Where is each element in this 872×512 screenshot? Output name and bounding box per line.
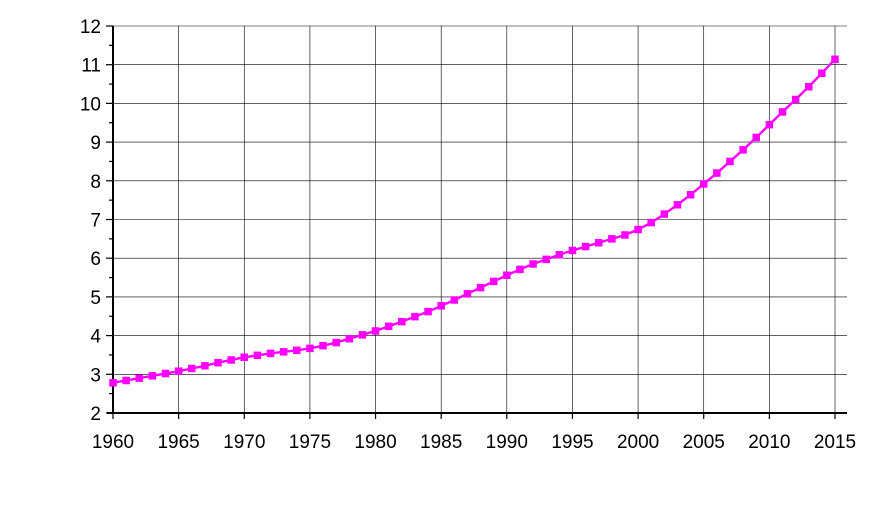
data-point-2013 [805,83,813,91]
y-tick-labels: 2 3 4 5 6 7 8 9 10 11 12 [80,17,102,425]
x-tick-label: 1965 [157,432,199,453]
data-point-1968 [214,358,222,367]
x-tick-label: 1995 [551,432,593,453]
data-point-1994 [555,250,564,259]
data-point-1978 [345,334,354,343]
data-point-1992 [529,260,537,268]
data-point-1988 [476,283,485,292]
x-tick-label: 2000 [617,432,659,453]
data-point-2014 [818,69,826,77]
data-point-1997 [594,238,603,247]
y-tick-label: 9 [90,133,101,154]
data-point-1985 [437,302,445,310]
series-group [109,55,839,387]
data-point-1961 [122,376,130,385]
data-point-1975 [306,344,314,353]
data-point-1977 [332,338,340,347]
data-point-1990 [503,271,511,279]
x-tick-label: 2005 [683,432,725,453]
data-point-2001 [647,218,655,227]
x-tick-labels: 1960 1965 1970 1975 1980 1985 1990 1995 2000 2005… [92,432,856,453]
data-point-2003 [673,201,682,209]
data-point-1989 [489,277,498,286]
data-point-2009 [752,133,760,142]
y-tick-label: 12 [80,17,101,38]
x-tick-label: 1970 [223,432,265,453]
data-point-1986 [450,296,459,304]
data-point-1974 [293,346,301,355]
data-point-1984 [424,307,432,316]
data-point-2000 [634,225,642,234]
x-tick-label: 1990 [486,432,528,453]
data-point-1999 [621,231,629,239]
data-point-1982 [398,317,406,326]
data-point-1981 [384,322,393,331]
data-point-2008 [739,146,747,154]
data-point-1970 [240,353,249,362]
data-point-1983 [411,312,419,321]
data-point-2012 [791,95,800,104]
data-point-1962 [135,374,143,382]
x-tick-label: 1985 [420,432,462,453]
data-point-1998 [608,235,616,243]
data-point-1980 [371,327,380,335]
data-point-1993 [542,255,550,264]
y-tick-label: 4 [90,327,101,348]
data-point-1987 [463,290,472,298]
data-point-1996 [581,242,590,251]
data-point-2007 [726,157,734,166]
y-tick-label: 8 [90,172,101,193]
data-point-1971 [253,351,262,360]
data-point-1963 [148,372,157,380]
y-tick-label: 6 [90,249,101,270]
data-point-1960 [109,379,117,387]
y-tick-label: 5 [90,288,101,309]
grid [113,25,847,413]
data-point-1979 [358,331,367,339]
data-point-1991 [516,265,524,274]
x-tick-label: 1980 [354,432,396,453]
data-point-2015 [831,55,839,64]
data-point-1966 [188,364,196,373]
data-point-1964 [161,369,170,378]
x-tick-label: 2010 [748,432,790,453]
data-point-2011 [778,108,787,116]
data-point-1967 [201,362,209,370]
x-tick-label: 1975 [289,432,331,453]
y-tick-label: 11 [81,56,101,77]
data-point-2005 [699,180,708,188]
data-point-2004 [686,190,695,199]
data-point-1995 [568,246,577,255]
data-point-1973 [279,348,288,356]
y-tick-label: 10 [80,94,101,115]
x-tick-label: 2015 [814,432,856,453]
data-point-2002 [660,210,669,218]
y-tick-label: 3 [90,365,101,386]
data-point-2010 [765,120,774,129]
data-point-1969 [227,356,235,364]
y-tick-label: 2 [90,404,101,425]
ticks [106,25,836,419]
y-tick-label: 7 [90,211,101,232]
data-point-2006 [713,169,721,177]
data-point-1965 [174,367,183,375]
data-point-1976 [319,341,327,350]
data-point-1972 [266,349,275,358]
x-tick-label: 1960 [92,432,134,453]
